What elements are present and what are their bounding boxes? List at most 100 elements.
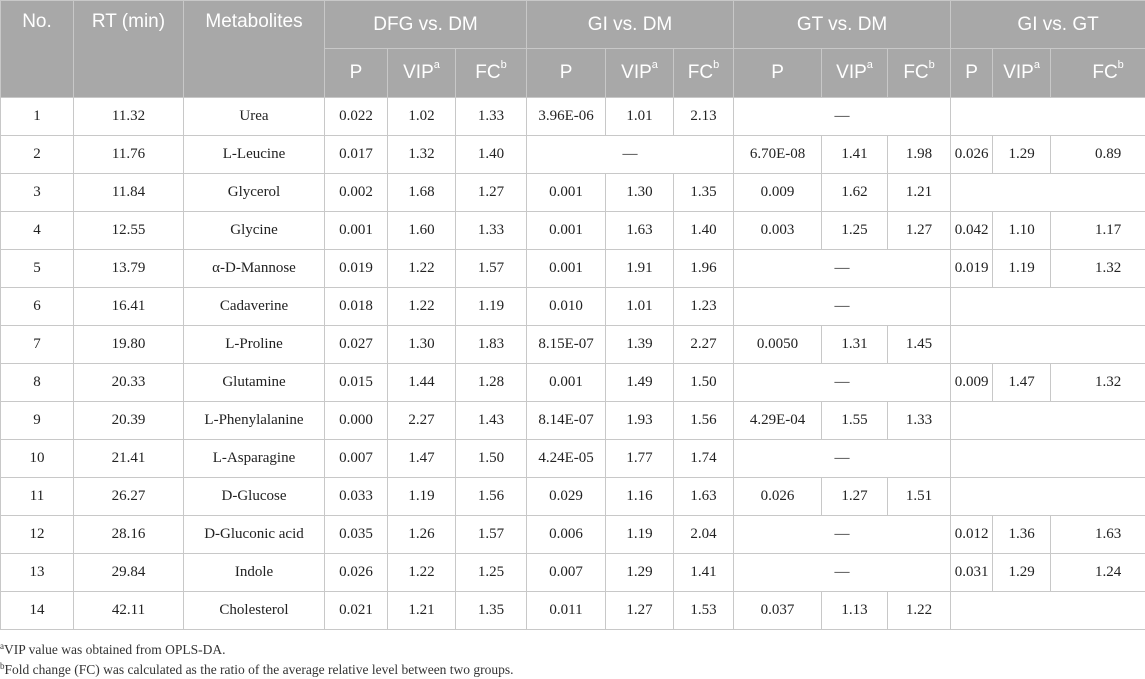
cell-vip: 1.29 (605, 553, 675, 592)
subheader-vip-label: VIP (403, 62, 434, 83)
cell-vip: 1.93 (605, 401, 675, 440)
cell-p: 0.029 (526, 477, 607, 516)
cell-vip: 1.41 (821, 135, 889, 174)
cell-vip: 1.47 (992, 363, 1052, 402)
cell-rt: 11.84 (73, 173, 184, 212)
cell-fc: 1.43 (454, 401, 528, 440)
cell-no: 8 (0, 363, 74, 402)
cell-fc: 1.53 (673, 591, 735, 630)
cell-vip: 1.22 (387, 553, 456, 592)
footnote-mark: b (0, 661, 5, 671)
cell-rt: 26.27 (73, 477, 184, 516)
cell-metabolite: Cadaverine (183, 287, 325, 326)
cell-vip: 1.60 (387, 211, 456, 250)
cell-dash: — (733, 515, 952, 554)
table-row: 13 29.84 Indole 0.026 1.22 1.25 0.007 1.29 1.41—… (0, 553, 1145, 592)
superscript-b: b (713, 59, 720, 71)
cell-rt: 20.39 (73, 401, 184, 440)
cell-rt: 21.41 (73, 439, 184, 478)
cell-vip: 1.49 (605, 363, 675, 402)
superscript-b: b (1117, 59, 1124, 71)
cell-fc: 1.74 (673, 439, 735, 478)
cell-metabolite: α-D-Mannose (183, 249, 325, 288)
table-row: 5 13.79 α-D-Mannose 0.019 1.22 1.57 0.001 1.91 1… (0, 249, 1145, 288)
cell-metabolite: L-Phenylalanine (183, 401, 325, 440)
table-row: 12 28.16 D-Gluconic acid 0.035 1.26 1.57 0.006… (0, 515, 1145, 554)
cell-p: 8.15E-07 (526, 325, 607, 364)
cell-vip: 1.68 (387, 173, 456, 212)
cell-metabolite: L-Leucine (183, 135, 325, 174)
cell-rt: 20.33 (73, 363, 184, 402)
cell-p: 0.003 (733, 211, 823, 250)
table-row: 6 16.41 Cadaverine 0.018 1.22 1.19 0.010 1.01 1.… (0, 287, 1145, 326)
subheader-p: P (950, 48, 994, 98)
cell-vip: 1.25 (821, 211, 889, 250)
cell-vip: 1.31 (821, 325, 889, 364)
cell-p: 0.002 (324, 173, 388, 212)
cell-rt: 29.84 (73, 553, 184, 592)
subheader-p: P (526, 48, 607, 98)
cell-fc: 1.19 (454, 287, 528, 326)
cell-metabolite: L-Asparagine (183, 439, 325, 478)
cell-vip: 1.19 (992, 249, 1052, 288)
header-group-gt-vs-dm: GT vs. DM (733, 0, 952, 49)
cell-fc: 1.33 (887, 401, 952, 440)
cell-fc: 1.35 (454, 591, 528, 630)
header-group-gi-vs-gt: GI vs. GT (950, 0, 1145, 49)
cell-vip: 1.02 (387, 97, 456, 136)
cell-p: 0.021 (324, 591, 388, 630)
table-row: 14 42.11 Cholesterol 0.021 1.21 1.35 0.011 1.27… (0, 591, 1145, 630)
cell-no: 5 (0, 249, 74, 288)
cell-p: 0.0050 (733, 325, 823, 364)
subheader-row: P VIPa FCb P VIPa FCb P VIPa FCb P VIPa FCb (1, 48, 1145, 98)
subheader-vip: VIPa (387, 48, 456, 98)
subheader-fc: FCb (887, 48, 952, 98)
cell-p: 4.24E-05 (526, 439, 607, 478)
cell-vip: 1.29 (992, 135, 1052, 174)
cell-fc: 1.27 (887, 211, 952, 250)
subheader-fc-label: FC (903, 62, 929, 83)
table-row: 10 21.41 L-Asparagine 0.007 1.47 1.50 4.24E-05… (0, 439, 1145, 478)
cell-fc: 1.25 (454, 553, 528, 592)
cell-p: 0.001 (526, 363, 607, 402)
cell-empty-group (950, 173, 1145, 212)
cell-dash: — (733, 249, 952, 288)
cell-p: 0.035 (324, 515, 388, 554)
cell-p: 0.026 (324, 553, 388, 592)
cell-fc: 1.23 (673, 287, 735, 326)
cell-p: 0.011 (526, 591, 607, 630)
cell-metabolite: Glycine (183, 211, 325, 250)
footnote-text: VIP value was obtained from OPLS-DA. (4, 642, 226, 657)
cell-no: 13 (0, 553, 74, 592)
cell-p: 0.001 (526, 249, 607, 288)
cell-p: 0.042 (950, 211, 994, 250)
cell-fc: 1.96 (673, 249, 735, 288)
cell-vip: 1.27 (605, 591, 675, 630)
cell-dash: — (733, 287, 952, 326)
cell-metabolite: Cholesterol (183, 591, 325, 630)
table-row: 7 19.80 L-Proline 0.027 1.30 1.83 8.15E-07 1.39… (0, 325, 1145, 364)
subheader-vip-label: VIP (621, 62, 652, 83)
header-group-dfg-vs-dm: DFG vs. DM (323, 0, 528, 49)
cell-no: 11 (0, 477, 74, 516)
cell-vip: 1.21 (387, 591, 456, 630)
cell-vip: 1.10 (992, 211, 1052, 250)
cell-rt: 11.76 (73, 135, 184, 174)
cell-metabolite: L-Proline (183, 325, 325, 364)
cell-p: 0.027 (324, 325, 388, 364)
cell-p: 0.001 (324, 211, 388, 250)
subheader-fc-label: FC (687, 62, 714, 83)
cell-fc: 1.56 (673, 401, 735, 440)
subheader-p: P (733, 48, 823, 98)
cell-fc: 1.63 (1050, 515, 1145, 554)
cell-fc: 1.98 (887, 135, 952, 174)
cell-p: 0.007 (526, 553, 607, 592)
table-row: 9 20.39 L-Phenylalanine 0.000 2.27 1.43 8.14E-… (0, 401, 1145, 440)
cell-p: 8.14E-07 (526, 401, 607, 440)
cell-p: 0.007 (324, 439, 388, 478)
cell-metabolite: D-Glucose (183, 477, 325, 516)
cell-p: 4.29E-04 (733, 401, 823, 440)
cell-fc: 2.27 (673, 325, 735, 364)
table-row: 4 12.55 Glycine 0.001 1.60 1.33 0.001 1.63 1.40 0… (0, 211, 1145, 250)
cell-metabolite: D-Gluconic acid (183, 515, 325, 554)
